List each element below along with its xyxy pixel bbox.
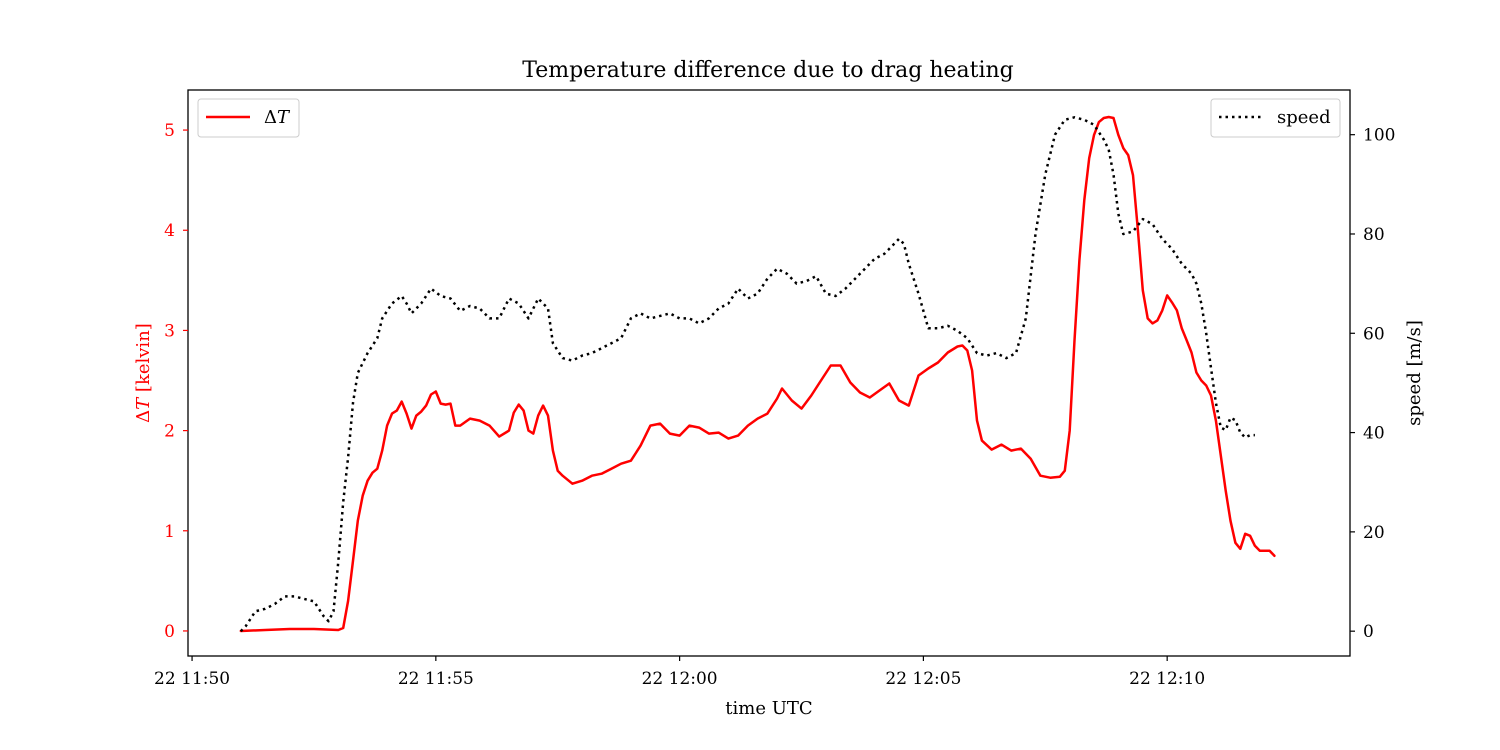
right-tick-label: 0 [1363, 622, 1374, 642]
left-tick-label: 3 [164, 321, 175, 341]
series-line-speed [239, 116, 1255, 633]
series-line-delta-t [239, 115, 1276, 633]
legend-right-box [1210, 98, 1341, 138]
legend-left: ΔT [197, 98, 300, 138]
left-tick-label: 0 [164, 622, 175, 642]
x-axis-label: time UTC [725, 698, 812, 719]
left-tick-label: 2 [164, 422, 175, 442]
x-tick-label: 22 12:00 [642, 669, 718, 689]
left-axis-label-var: T [133, 396, 154, 410]
right-tick-label: 40 [1363, 424, 1385, 444]
left-axis-label-suffix: [kelvin] [133, 323, 154, 398]
x-tick-label: 22 11:55 [398, 669, 474, 689]
x-tick-label: 22 11:50 [154, 669, 230, 689]
right-tick-label: 100 [1363, 126, 1395, 146]
legend-left-label-prefix: Δ [264, 107, 277, 128]
left-tick-label: 4 [164, 221, 175, 241]
legend-right: speed [1210, 98, 1341, 138]
axes: 22 11:50 22 11:55 22 12:00 22 12:05 22 12:10… [154, 121, 1395, 689]
right-tick-label: 80 [1363, 225, 1385, 245]
left-tick-label: 1 [164, 522, 175, 542]
plot-frame [187, 89, 1351, 657]
legend-left-label-var: T [277, 107, 291, 128]
right-axis-label: speed [m/s] [1404, 320, 1425, 426]
legend-left-label: ΔT [264, 107, 291, 128]
left-tick-label: 5 [164, 121, 175, 141]
x-tick-label: 22 12:10 [1129, 669, 1205, 689]
legend-right-label: speed [1277, 107, 1331, 128]
x-tick-label: 22 12:05 [885, 669, 961, 689]
chart-title: Temperature difference due to drag heati… [522, 58, 1014, 83]
right-tick-label: 60 [1363, 324, 1385, 344]
series-lines [239, 115, 1276, 633]
right-tick-label: 20 [1363, 523, 1385, 543]
left-axis-label-prefix: Δ [133, 410, 154, 423]
left-axis-label: ΔT [kelvin] [133, 323, 154, 423]
